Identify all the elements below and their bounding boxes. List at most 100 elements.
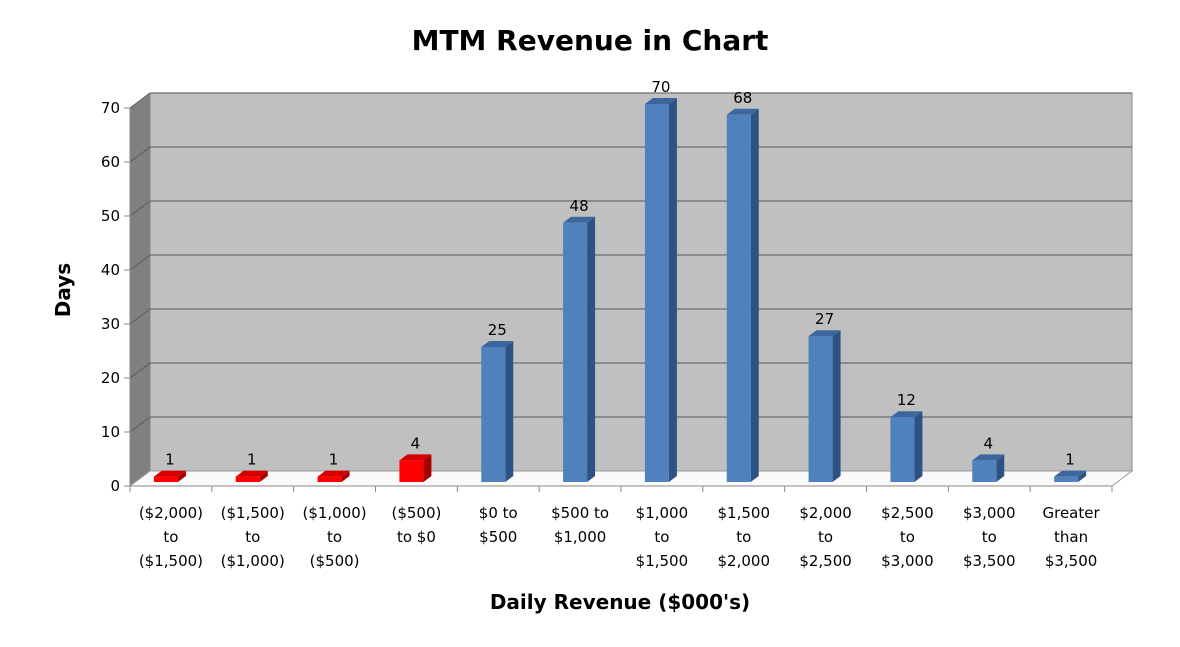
bar-front: [399, 460, 424, 482]
x-tick-label-line: to: [900, 528, 915, 546]
x-tick-label-line: $2,000: [799, 504, 852, 522]
gridline-side: [129, 200, 151, 217]
data-label: 1: [329, 451, 339, 469]
gridline-side: [129, 416, 151, 433]
bar: [481, 341, 514, 482]
data-label: 25: [488, 321, 507, 339]
x-tick-label: $500 to $1,000: [551, 504, 609, 546]
bar-side: [832, 330, 841, 482]
data-label: 4: [983, 434, 993, 452]
x-tick-label-line: $2,500: [881, 504, 934, 522]
bar-top: [972, 454, 1005, 461]
x-tick-label-line: to: [982, 528, 997, 546]
x-tick-label: ($500) to $0: [391, 504, 441, 546]
bar-top: [644, 98, 677, 104]
bar-top: [890, 411, 923, 418]
bar: [235, 470, 268, 482]
x-tick-label: $2,000 to $2,500: [799, 504, 852, 570]
x-tick-label-line: to: [736, 528, 751, 546]
chart-title: MTM Revenue in Chart: [412, 24, 769, 57]
bar-top: [481, 341, 514, 347]
bar-front: [317, 476, 342, 482]
bar-front: [563, 222, 588, 483]
x-tick-label-line: ($1,500): [139, 552, 203, 570]
bar-top: [726, 108, 759, 115]
x-tick-label-line: ($500): [310, 552, 360, 570]
y-tick-label: 70: [101, 99, 120, 117]
x-tick-label: $1,500 to $2,000: [718, 504, 771, 570]
bar-top: [563, 216, 596, 223]
data-label: 1: [165, 451, 175, 469]
x-tick-label-line: $1,000: [636, 504, 689, 522]
x-tick-label-line: $1,500: [636, 552, 689, 570]
bar-side: [914, 411, 923, 482]
y-tick-label: 10: [101, 423, 120, 441]
x-tick-label-line: to: [245, 528, 260, 546]
x-tick-label-line: ($500): [391, 504, 441, 522]
bar-side: [750, 108, 759, 483]
bar-side: [505, 341, 514, 482]
x-tick-label: $2,500 to $3,000: [881, 504, 934, 570]
x-tick-label-line: $2,500: [799, 552, 852, 570]
bar-side: [177, 470, 186, 482]
bar: [644, 98, 677, 482]
x-tick-label-line: $3,000: [881, 552, 934, 570]
gridline-side: [129, 146, 151, 163]
x-tick-label-line: $0 to: [479, 504, 518, 522]
data-label: 1: [247, 451, 257, 469]
bar: [399, 454, 432, 482]
bar: [317, 470, 350, 482]
bar-side: [423, 454, 432, 482]
y-tick-label: 0: [110, 477, 120, 495]
bar: [153, 470, 186, 482]
bar-top: [317, 470, 350, 477]
bar-front: [726, 114, 751, 483]
x-tick-label-line: $1,000: [554, 528, 607, 546]
bar: [808, 330, 841, 482]
data-label: 27: [815, 310, 834, 328]
x-tick-label-line: $500 to: [551, 504, 609, 522]
bar-front: [235, 476, 260, 482]
gridline-side: [129, 254, 151, 271]
bar-top: [399, 454, 432, 461]
x-tick-label-line: $3,500: [1045, 552, 1098, 570]
data-label: 12: [897, 391, 916, 409]
x-tick-label-line: ($2,000): [139, 504, 203, 522]
bar-front: [481, 347, 506, 482]
data-label: 48: [570, 197, 589, 215]
bar-top: [1054, 470, 1087, 477]
x-tick-label: ($2,000) to ($1,500): [139, 504, 203, 570]
x-axis-title: Daily Revenue ($000's): [490, 590, 750, 614]
side-wall: [130, 93, 150, 486]
y-tick-label: 40: [101, 261, 120, 279]
x-tick-label: ($1,000) to ($500): [302, 504, 366, 570]
bar-front: [972, 460, 997, 482]
x-tick-label: $3,000 to $3,500: [963, 504, 1016, 570]
x-tick-label-line: $1,500: [718, 504, 771, 522]
bar: [972, 454, 1005, 482]
y-tick-label: 20: [101, 369, 120, 387]
x-tick-label: $0 to $500: [479, 504, 518, 546]
x-tick-label-line: ($1,000): [302, 504, 366, 522]
x-tick-label-line: to: [654, 528, 669, 546]
bar-front: [1054, 476, 1079, 482]
y-tick-label: 50: [101, 207, 120, 225]
bar: [563, 216, 596, 483]
data-label: 4: [411, 434, 421, 452]
data-label: 68: [733, 89, 752, 107]
bar-top: [153, 470, 186, 477]
bar: [1054, 470, 1087, 482]
x-tick-label: $1,000 to $1,500: [636, 504, 689, 570]
bar-top: [808, 330, 841, 337]
bar-side: [341, 470, 350, 482]
bar-top: [235, 470, 268, 477]
bar-side: [259, 470, 268, 482]
x-tick-label: ($1,500) to ($1,000): [221, 504, 285, 570]
data-label: 70: [651, 78, 670, 96]
bar-front: [153, 476, 178, 482]
x-tick-label-line: to: [818, 528, 833, 546]
data-label: 1: [1065, 451, 1075, 469]
x-tick-label-line: $3,500: [963, 552, 1016, 570]
bar-side: [1078, 470, 1087, 482]
bar-side: [996, 454, 1005, 482]
